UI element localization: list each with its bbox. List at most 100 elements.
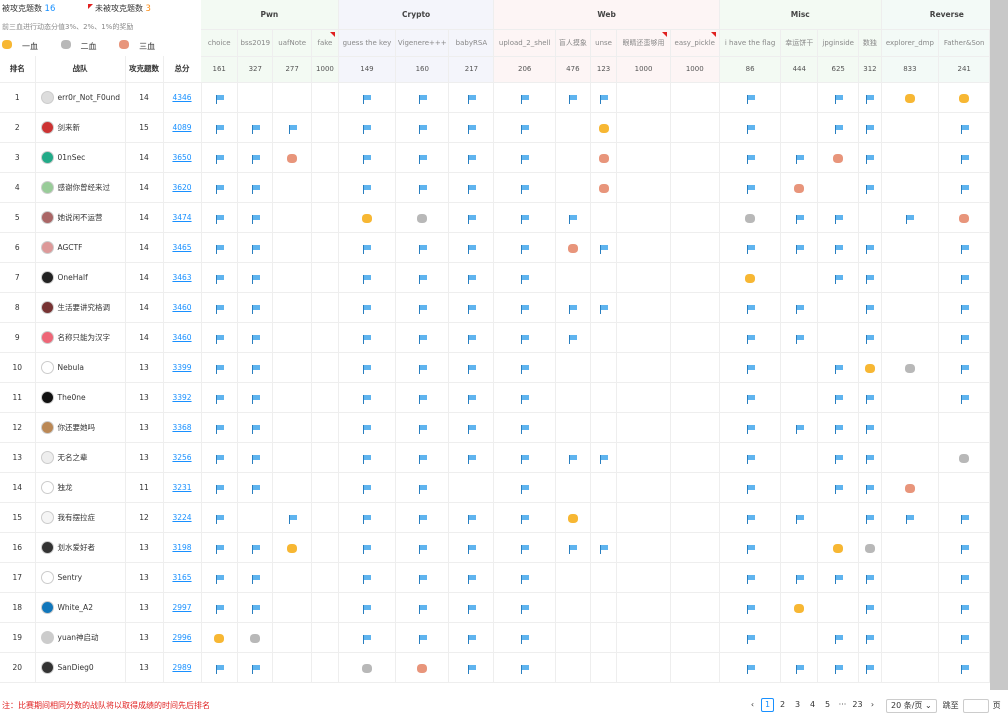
flag-icon xyxy=(467,334,476,344)
score-link[interactable]: 3231 xyxy=(172,482,192,492)
team-name: 你还要她吗 xyxy=(57,422,96,432)
score-link[interactable]: 3460 xyxy=(172,302,192,312)
second-blood-icon xyxy=(904,363,915,373)
page-button[interactable]: 3 xyxy=(794,700,801,709)
solve-cell xyxy=(272,172,313,203)
team-cell: Nebula xyxy=(35,352,126,383)
score-link[interactable]: 3198 xyxy=(172,542,192,552)
challenge-header[interactable]: babyRSA xyxy=(448,29,495,57)
flag-icon xyxy=(215,424,224,434)
score-link[interactable]: 3165 xyxy=(172,572,192,582)
challenge-name: babyRSA xyxy=(455,38,488,47)
page-button[interactable]: 2 xyxy=(779,700,786,709)
page-button[interactable]: 23 xyxy=(852,700,863,709)
solve-cell xyxy=(338,82,397,113)
flag-icon xyxy=(251,574,260,584)
solve-cell xyxy=(670,592,720,623)
jump-input[interactable] xyxy=(962,698,989,713)
prev-page-button[interactable]: ‹ xyxy=(750,699,755,709)
challenge-header[interactable]: 数独 xyxy=(858,29,882,57)
score-link[interactable]: 3256 xyxy=(172,452,192,462)
solve-cell xyxy=(590,502,618,533)
solve-cell xyxy=(555,532,591,563)
challenge-header[interactable]: explorer_dmp xyxy=(881,29,940,57)
score-link[interactable]: 2996 xyxy=(172,632,192,642)
challenge-header[interactable]: i have the flag xyxy=(719,29,782,57)
rank-cell: 1 xyxy=(0,82,36,113)
first-blood-icon xyxy=(794,603,805,613)
solve-cell xyxy=(590,232,618,263)
page-button[interactable]: ··· xyxy=(838,700,847,709)
score-link[interactable]: 3465 xyxy=(172,242,192,252)
challenge-header[interactable]: Father&Son xyxy=(938,29,990,57)
score-link[interactable]: 3463 xyxy=(172,272,192,282)
table-row xyxy=(201,622,990,653)
rank-cell: 15 xyxy=(0,502,36,533)
solve-cell xyxy=(493,622,556,653)
team-name: yuan神启动 xyxy=(57,632,99,642)
flag-icon xyxy=(362,274,372,284)
solve-cell xyxy=(201,112,239,143)
table-row: 16 划水爱好者 13 3198 xyxy=(0,532,202,563)
solved-cell: 14 xyxy=(125,322,164,353)
challenge-header[interactable]: uafNote xyxy=(272,29,313,57)
challenge-header[interactable]: upload_2_shell xyxy=(493,29,556,57)
flag-icon xyxy=(568,334,578,344)
score-link[interactable]: 3460 xyxy=(172,332,192,342)
challenge-header[interactable]: 幸运饼干 xyxy=(780,29,819,57)
score-link[interactable]: 3399 xyxy=(172,362,192,372)
flag-icon xyxy=(834,214,843,224)
page-button[interactable]: 1 xyxy=(761,698,774,712)
flag-icon xyxy=(746,514,755,524)
solved-cell: 13 xyxy=(125,592,164,623)
score-link[interactable]: 3392 xyxy=(172,392,192,402)
score-link[interactable]: 2997 xyxy=(172,602,192,612)
next-page-button[interactable]: › xyxy=(870,699,875,709)
flag-icon xyxy=(520,604,530,614)
solve-cell xyxy=(817,382,860,413)
solve-cell xyxy=(493,142,556,173)
challenge-header[interactable]: bss2019 xyxy=(237,29,274,57)
solve-cell xyxy=(395,592,450,623)
score-link[interactable]: 2989 xyxy=(172,662,192,672)
page-size-select[interactable]: 20 条/页 ⌄ xyxy=(886,698,937,713)
solve-cell xyxy=(311,292,339,323)
score-link[interactable]: 3474 xyxy=(172,212,192,222)
score-link[interactable]: 3368 xyxy=(172,422,192,432)
challenge-header[interactable]: 眼睛还蛮够用 xyxy=(616,29,671,57)
challenge-header[interactable]: jpginside xyxy=(817,29,860,57)
score-link[interactable]: 4089 xyxy=(172,122,192,132)
flag-icon xyxy=(520,364,530,374)
challenge-header[interactable]: choice xyxy=(201,29,239,57)
solve-cell xyxy=(237,412,274,443)
table-row: 18 White_A2 13 2997 xyxy=(0,592,202,623)
solved-cell: 14 xyxy=(125,232,164,263)
solve-cell xyxy=(237,472,274,503)
flag-icon xyxy=(251,424,260,434)
team-name: The0ne xyxy=(57,392,86,402)
score-link[interactable]: 3224 xyxy=(172,512,192,522)
solve-cell xyxy=(719,412,782,443)
challenge-header[interactable]: easy_pickle xyxy=(670,29,720,57)
vertical-scrollbar[interactable] xyxy=(990,0,1008,690)
challenge-header[interactable]: guess the key xyxy=(338,29,397,57)
score-link[interactable]: 3620 xyxy=(172,182,192,192)
challenge-header[interactable]: Vigenere+++ xyxy=(395,29,450,57)
solve-cell xyxy=(780,622,819,653)
challenge-header[interactable]: unse xyxy=(590,29,618,57)
challenge-header[interactable]: 盲人摸象 xyxy=(555,29,591,57)
rank-cell: 16 xyxy=(0,532,36,563)
score-link[interactable]: 3650 xyxy=(172,152,192,162)
solve-cell xyxy=(448,592,495,623)
flag-icon xyxy=(834,574,843,584)
first-blood-icon xyxy=(833,543,844,553)
flag-icon xyxy=(599,244,609,254)
flag-icon xyxy=(568,454,578,464)
challenge-header[interactable]: fake xyxy=(311,29,339,57)
flag-icon xyxy=(251,274,260,284)
score-link[interactable]: 4346 xyxy=(172,92,192,102)
page-button[interactable]: 5 xyxy=(824,700,831,709)
page-button[interactable]: 4 xyxy=(809,700,816,709)
solve-cell xyxy=(881,502,940,533)
solve-cell xyxy=(272,292,313,323)
